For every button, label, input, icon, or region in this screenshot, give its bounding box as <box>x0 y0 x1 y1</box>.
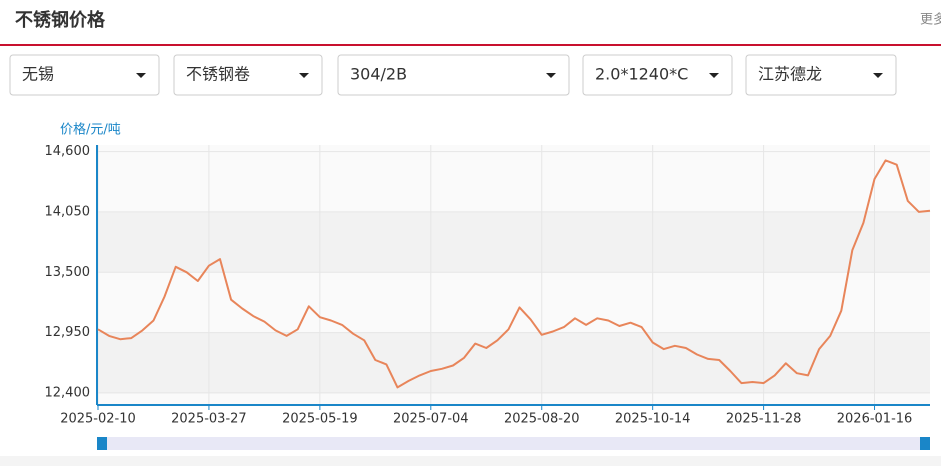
filter-select[interactable] <box>9 54 160 96</box>
grid-band <box>98 332 930 393</box>
page-title: 不锈钢价格 <box>15 9 106 31</box>
x-tick-label: 2025-10-14 <box>615 412 691 427</box>
x-tick-label: 2025-02-10 <box>60 412 136 427</box>
dropdown-arrow[interactable] <box>299 73 309 78</box>
dropdown-arrow[interactable] <box>873 73 883 78</box>
x-tick-label: 2025-03-27 <box>171 412 247 427</box>
more-link[interactable]: 更多 <box>920 12 941 28</box>
y-tick-label: 12,400 <box>45 385 91 400</box>
grid-band <box>98 211 930 273</box>
filter-value[interactable]: 江苏德龙 <box>758 65 822 84</box>
filter-value[interactable]: 无锡 <box>22 65 54 84</box>
x-tick-label: 2026-01-16 <box>837 412 913 427</box>
zoom-handle[interactable] <box>97 437 107 450</box>
footer-strip <box>0 456 941 466</box>
y-tick-label: 12,950 <box>45 325 91 340</box>
y-tick-label: 14,050 <box>45 204 91 219</box>
dropdown-arrow[interactable] <box>709 73 719 78</box>
zoom-handle[interactable] <box>920 437 930 450</box>
price-line <box>97 159 931 389</box>
x-tick-label: 2025-07-04 <box>393 412 469 427</box>
filter-value[interactable]: 不锈钢卷 <box>186 65 250 84</box>
x-tick-label: 2025-11-28 <box>726 412 802 427</box>
filter-value[interactable]: 304/2B <box>350 65 407 84</box>
x-tick-label: 2025-08-20 <box>504 412 580 427</box>
y-tick-label: 13,500 <box>45 265 91 280</box>
y-axis-label: 价格/元/吨 <box>60 122 121 138</box>
filter-value[interactable]: 2.0*1240*C <box>595 65 688 84</box>
filter-select[interactable] <box>745 54 897 96</box>
y-tick-label: 14,600 <box>45 144 91 159</box>
header-rule <box>0 44 941 46</box>
zoom-slider[interactable] <box>97 437 930 450</box>
dropdown-arrow[interactable] <box>136 73 146 78</box>
dropdown-arrow[interactable] <box>546 73 556 78</box>
filter-select[interactable] <box>582 54 733 96</box>
x-tick-label: 2025-05-19 <box>282 412 358 427</box>
filter-select[interactable] <box>173 54 323 96</box>
filter-select[interactable] <box>337 54 570 96</box>
